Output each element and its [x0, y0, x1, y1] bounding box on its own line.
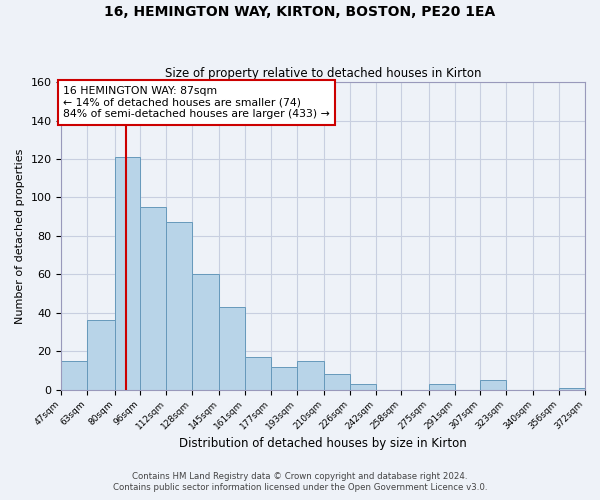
Bar	[350, 384, 376, 390]
Bar	[480, 380, 506, 390]
Bar	[140, 207, 166, 390]
Bar	[245, 357, 271, 390]
Bar	[296, 361, 324, 390]
Text: Contains public sector information licensed under the Open Government Licence v3: Contains public sector information licen…	[113, 484, 487, 492]
Bar	[324, 374, 350, 390]
Bar	[219, 307, 245, 390]
Text: 16, HEMINGTON WAY, KIRTON, BOSTON, PE20 1EA: 16, HEMINGTON WAY, KIRTON, BOSTON, PE20 …	[104, 5, 496, 19]
Text: Contains HM Land Registry data © Crown copyright and database right 2024.: Contains HM Land Registry data © Crown c…	[132, 472, 468, 481]
Bar	[271, 366, 296, 390]
Bar	[192, 274, 219, 390]
Title: Size of property relative to detached houses in Kirton: Size of property relative to detached ho…	[165, 66, 481, 80]
Y-axis label: Number of detached properties: Number of detached properties	[15, 148, 25, 324]
X-axis label: Distribution of detached houses by size in Kirton: Distribution of detached houses by size …	[179, 437, 467, 450]
Bar	[429, 384, 455, 390]
Bar	[166, 222, 192, 390]
Bar	[61, 361, 87, 390]
Bar	[115, 157, 140, 390]
Bar	[559, 388, 585, 390]
Text: 16 HEMINGTON WAY: 87sqm
← 14% of detached houses are smaller (74)
84% of semi-de: 16 HEMINGTON WAY: 87sqm ← 14% of detache…	[63, 86, 330, 119]
Bar	[87, 320, 115, 390]
